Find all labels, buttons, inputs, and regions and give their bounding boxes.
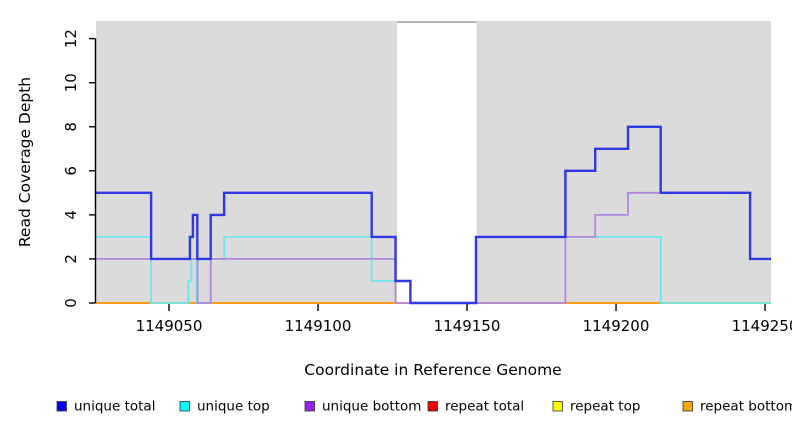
legend-item: repeat top bbox=[552, 399, 640, 415]
legend-label: unique top bbox=[197, 399, 270, 415]
axes: 0 2 4 6 8 10 12 1149050 1149100 1149150 1149200 114… bbox=[62, 29, 792, 335]
legend: unique total unique top unique bottom repea… bbox=[56, 399, 792, 415]
legend-swatch bbox=[427, 401, 438, 412]
y-tick-label: 4 bbox=[62, 210, 80, 220]
masked-region bbox=[397, 21, 477, 303]
x-tick-label: 1149150 bbox=[434, 317, 501, 335]
y-tick-label: 0 bbox=[62, 298, 80, 308]
x-axis-title: Coordinate in Reference Genome bbox=[304, 361, 561, 379]
legend-item: unique total bbox=[56, 399, 155, 415]
legend-label: unique total bbox=[74, 399, 155, 415]
legend-label: unique bottom bbox=[322, 399, 421, 415]
x-tick-label: 1149200 bbox=[583, 317, 650, 335]
x-tick-label: 1149250 bbox=[732, 317, 792, 335]
y-tick-label: 6 bbox=[62, 166, 80, 176]
legend-item: repeat bottom bbox=[682, 399, 792, 415]
legend-swatch bbox=[552, 401, 563, 412]
legend-swatch bbox=[179, 401, 190, 412]
x-tick-label: 1149100 bbox=[285, 317, 352, 335]
legend-swatch bbox=[304, 401, 315, 412]
legend-label: repeat bottom bbox=[700, 399, 792, 415]
plot-area bbox=[96, 21, 771, 305]
legend-item: unique bottom bbox=[304, 399, 421, 415]
x-tick-label: 1149050 bbox=[136, 317, 203, 335]
y-axis-title: Read Coverage Depth bbox=[16, 77, 34, 247]
series-unique-total-line bbox=[96, 125, 771, 305]
y-tick-label: 10 bbox=[62, 73, 80, 92]
legend-item: repeat total bbox=[427, 399, 524, 415]
legend-swatch bbox=[682, 401, 693, 412]
y-tick-label: 12 bbox=[62, 29, 80, 48]
legend-label: repeat total bbox=[445, 399, 524, 415]
legend-swatch bbox=[56, 401, 67, 412]
y-tick-label: 8 bbox=[62, 122, 80, 132]
legend-item: unique top bbox=[179, 399, 270, 415]
y-tick-label: 2 bbox=[62, 254, 80, 264]
legend-label: repeat top bbox=[570, 399, 640, 415]
